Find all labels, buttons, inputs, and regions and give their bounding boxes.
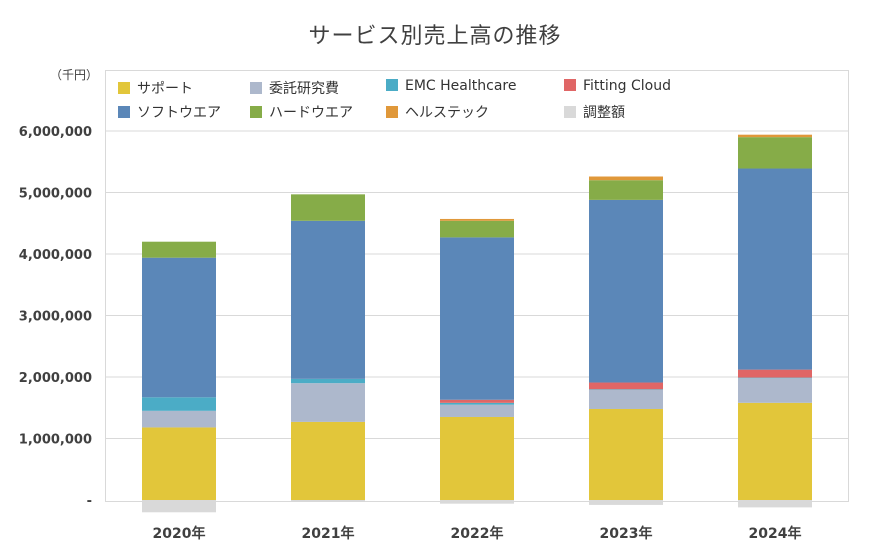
- bar-segment: [291, 383, 365, 422]
- bar-segment: [738, 378, 812, 403]
- bar-segment: [142, 397, 216, 411]
- legend-label: EMC Healthcare: [405, 78, 517, 94]
- bar-segment: [440, 237, 514, 400]
- y-tick-label: 2,000,000: [19, 371, 92, 386]
- legend-label: ハードウエア: [269, 105, 353, 121]
- legend-swatch: [250, 82, 262, 94]
- bar-segment: [589, 389, 663, 390]
- bar-segment: [738, 402, 812, 500]
- x-tick-label: 2023年: [600, 525, 653, 542]
- x-tick-label: 2020年: [153, 525, 206, 542]
- legend-item: サポート: [118, 78, 193, 98]
- y-unit-label: （千円）: [50, 68, 99, 82]
- bar-segment: [738, 377, 812, 379]
- legend-swatch: [118, 82, 130, 94]
- bar-segment: [440, 416, 514, 500]
- bar-segment: [440, 220, 514, 238]
- y-tick-label: 1,000,000: [19, 433, 92, 448]
- bar-segment: [738, 369, 812, 378]
- bar-segment: [440, 500, 514, 504]
- bar-segment: [440, 399, 514, 403]
- bar-segment: [142, 257, 216, 398]
- bar-segment: [291, 421, 365, 500]
- y-tick-label: 5,000,000: [19, 187, 92, 202]
- bar-segment: [589, 389, 663, 409]
- legend-swatch: [386, 79, 398, 91]
- bar-segment: [589, 500, 663, 505]
- legend-label: 調整額: [583, 105, 625, 121]
- bar-segment: [738, 134, 812, 138]
- x-tick-label: 2021年: [302, 525, 355, 542]
- bar-segment: [142, 427, 216, 500]
- bar-segment: [589, 199, 663, 383]
- legend-swatch: [386, 106, 398, 118]
- bar-segment: [440, 218, 514, 221]
- legend-label: ソフトウエア: [137, 105, 221, 121]
- y-tick-label: 6,000,000: [19, 125, 92, 140]
- bar-segment: [738, 137, 812, 169]
- bar-segment: [589, 180, 663, 200]
- legend-label: ヘルステック: [405, 105, 489, 121]
- bar-segment: [738, 168, 812, 370]
- bar-segment: [291, 194, 365, 221]
- x-tick-label: 2024年: [749, 525, 802, 542]
- bar-segment: [440, 402, 514, 405]
- bar-segment: [291, 220, 365, 379]
- bar-segment: [142, 410, 216, 428]
- legend-label: サポート: [137, 81, 193, 97]
- legend-label: Fitting Cloud: [583, 78, 671, 94]
- legend-item: ソフトウエア: [118, 102, 221, 122]
- y-tick-label: 4,000,000: [19, 248, 92, 263]
- bar-segment: [142, 500, 216, 513]
- legend-item: Fitting Cloud: [564, 78, 671, 94]
- bar-segment: [440, 404, 514, 417]
- chart-title: サービス別売上高の推移: [308, 24, 562, 49]
- legend-swatch: [564, 79, 576, 91]
- legend-item: EMC Healthcare: [386, 78, 516, 94]
- y-tick-label: 3,000,000: [19, 310, 92, 325]
- legend-item: 委託研究費: [250, 78, 339, 98]
- legend-swatch: [118, 106, 130, 118]
- legend-label: 委託研究費: [269, 81, 339, 97]
- legend-swatch: [564, 106, 576, 118]
- legend-item: ハードウエア: [250, 102, 353, 122]
- y-tick-label: -: [87, 494, 92, 509]
- bar-segment: [589, 176, 663, 181]
- legend-item: 調整額: [564, 102, 625, 122]
- bar-segment: [589, 382, 663, 390]
- legend-swatch: [250, 106, 262, 118]
- bar-segment: [738, 500, 812, 508]
- legend-item: ヘルステック: [386, 102, 489, 122]
- x-tick-label: 2022年: [451, 525, 504, 542]
- bar-segment: [291, 500, 365, 502]
- bar-segment: [291, 378, 365, 384]
- bar-segment: [142, 241, 216, 258]
- bar-segment: [589, 408, 663, 500]
